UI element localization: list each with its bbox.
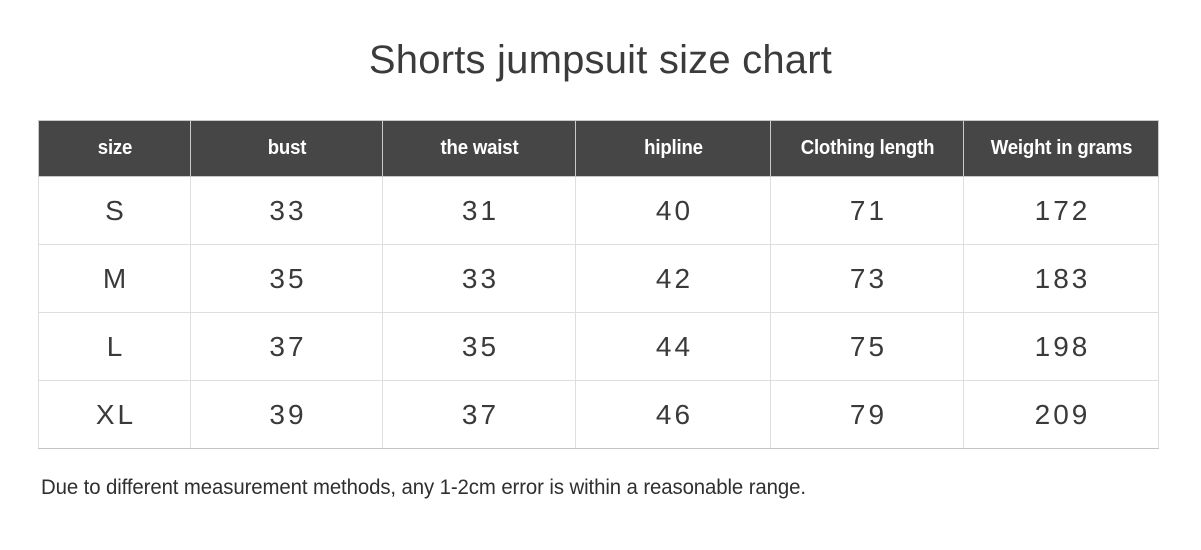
cell-bust: 37 <box>190 312 383 381</box>
cell-size: L <box>38 312 191 381</box>
measurement-disclaimer: Due to different measurement methods, an… <box>41 476 806 499</box>
cell-weight-in-grams: 198 <box>963 312 1159 381</box>
cell-clothing-length: 71 <box>770 176 964 245</box>
table-row: XL 39 37 46 79 209 <box>38 380 1159 449</box>
cell-the-waist: 33 <box>382 244 576 313</box>
column-header-hipline: hipline <box>582 120 765 177</box>
cell-clothing-length: 79 <box>770 380 964 449</box>
column-header-bust: bust <box>197 120 377 177</box>
column-header-the-waist: the waist <box>389 120 570 177</box>
table-row: L 37 35 44 75 198 <box>38 312 1159 381</box>
page-title: Shorts jumpsuit size chart <box>368 38 833 82</box>
size-chart-table: size bust the waist hipline Clothing len… <box>38 120 1159 449</box>
table-row: S 33 31 40 71 172 <box>38 176 1159 245</box>
cell-the-waist: 37 <box>382 380 576 449</box>
cell-the-waist: 31 <box>382 176 576 245</box>
table-body: S 33 31 40 71 172 M 35 33 42 73 183 L 37… <box>38 176 1159 449</box>
cell-size: S <box>38 176 191 245</box>
column-header-clothing-length: Clothing length <box>777 120 958 177</box>
cell-clothing-length: 75 <box>770 312 964 381</box>
column-header-weight-in-grams: Weight in grams <box>970 120 1153 177</box>
table-header: size bust the waist hipline Clothing len… <box>38 120 1159 177</box>
cell-hipline: 42 <box>575 244 771 313</box>
table-header-row: size bust the waist hipline Clothing len… <box>38 120 1159 177</box>
cell-hipline: 40 <box>575 176 771 245</box>
cell-size: M <box>38 244 191 313</box>
cell-weight-in-grams: 209 <box>963 380 1159 449</box>
cell-hipline: 44 <box>575 312 771 381</box>
cell-bust: 35 <box>190 244 383 313</box>
table-row: M 35 33 42 73 183 <box>38 244 1159 313</box>
cell-bust: 33 <box>190 176 383 245</box>
cell-clothing-length: 73 <box>770 244 964 313</box>
cell-the-waist: 35 <box>382 312 576 381</box>
column-header-size: size <box>43 120 186 177</box>
cell-size: XL <box>38 380 191 449</box>
cell-bust: 39 <box>190 380 383 449</box>
cell-weight-in-grams: 172 <box>963 176 1159 245</box>
cell-weight-in-grams: 183 <box>963 244 1159 313</box>
cell-hipline: 46 <box>575 380 771 449</box>
